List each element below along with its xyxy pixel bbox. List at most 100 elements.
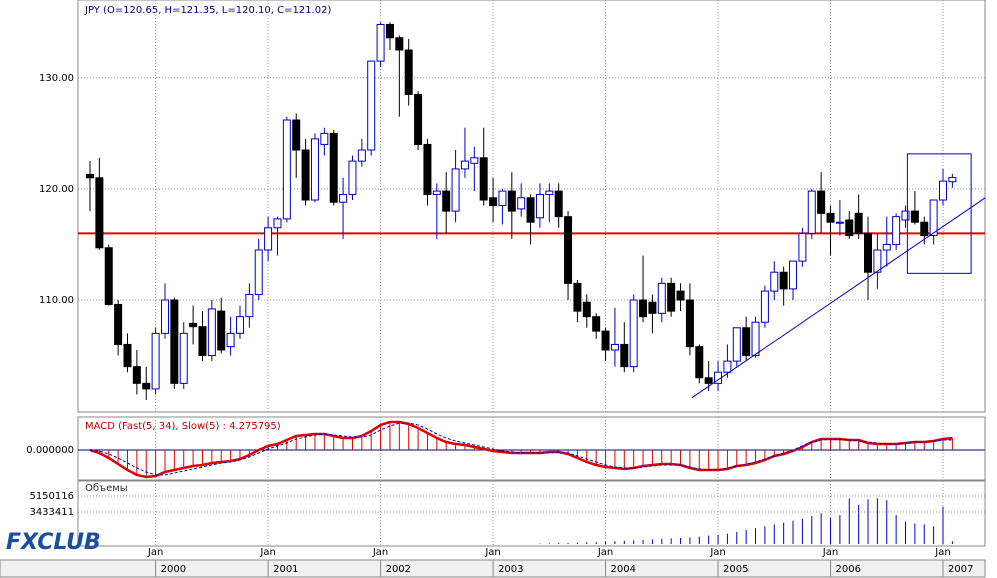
candle-body bbox=[789, 260, 798, 290]
candle-body bbox=[564, 216, 573, 284]
candle-body bbox=[151, 332, 160, 390]
candle-body bbox=[264, 227, 273, 251]
candle-body bbox=[479, 157, 488, 201]
candle-body bbox=[779, 271, 788, 290]
candle-body bbox=[526, 197, 535, 223]
candle-body bbox=[854, 212, 863, 234]
highlight-box bbox=[906, 153, 972, 274]
candle-body bbox=[695, 346, 704, 379]
y-tick-label: 110.00 bbox=[39, 295, 74, 306]
candle-body bbox=[320, 132, 329, 145]
year-label: 2006 bbox=[836, 564, 861, 575]
x-tick-label: Jan bbox=[259, 547, 275, 558]
candle-body bbox=[170, 299, 179, 384]
candle-body bbox=[770, 271, 779, 292]
year-row bbox=[0, 559, 986, 578]
candle-body bbox=[235, 316, 244, 334]
candle-body bbox=[817, 190, 826, 214]
candle-body bbox=[339, 193, 348, 203]
candle-body bbox=[301, 149, 310, 201]
candle-body bbox=[207, 308, 216, 357]
candle-body bbox=[217, 310, 226, 351]
candle-body bbox=[348, 160, 357, 195]
candle-body bbox=[357, 149, 366, 162]
year-label: 2002 bbox=[386, 564, 411, 575]
candle-body bbox=[723, 360, 732, 373]
x-tick-label: Jan bbox=[484, 547, 500, 558]
price-panel bbox=[77, 0, 986, 413]
candle-body bbox=[507, 190, 516, 212]
candle-body bbox=[414, 93, 423, 145]
y-tick-label: 5150116 bbox=[29, 491, 74, 502]
year-label: 2005 bbox=[723, 564, 748, 575]
candle-body bbox=[920, 221, 929, 237]
candle-body bbox=[760, 290, 769, 323]
candle-body bbox=[639, 299, 648, 318]
candle-body bbox=[254, 249, 263, 295]
volume-label: Объемы bbox=[85, 483, 128, 494]
y-tick-label: 130.00 bbox=[39, 73, 74, 84]
candle-body bbox=[592, 316, 601, 332]
candle-body bbox=[807, 190, 816, 234]
candle-body bbox=[376, 23, 385, 62]
candle-body bbox=[489, 197, 498, 207]
candle-body bbox=[939, 180, 948, 201]
candle-body bbox=[395, 37, 404, 51]
candle-body bbox=[432, 190, 441, 195]
candle-body bbox=[667, 282, 676, 312]
candle-body bbox=[189, 322, 198, 328]
macd-label: MACD (Fast(5, 34), Slow(5) : 4.275795) bbox=[85, 421, 281, 432]
candle-body bbox=[226, 332, 235, 348]
candle-body bbox=[742, 327, 751, 357]
candle-body bbox=[864, 232, 873, 273]
candle-body bbox=[751, 321, 760, 357]
candle-body bbox=[798, 232, 807, 262]
candle-body bbox=[85, 173, 94, 179]
chart-title: JPY (O=120.65, H=121.35, L=120.10, C=121… bbox=[84, 5, 331, 16]
candle-body bbox=[160, 299, 169, 334]
y-tick-label: 0.000000 bbox=[26, 445, 74, 456]
candle-body bbox=[404, 49, 413, 95]
candle-body bbox=[535, 193, 544, 219]
candle-body bbox=[685, 299, 694, 348]
candle-body bbox=[460, 160, 469, 170]
y-tick-label: 120.00 bbox=[39, 184, 74, 195]
year-label: 2000 bbox=[161, 564, 186, 575]
candle-body bbox=[948, 177, 957, 183]
candle-body bbox=[95, 177, 104, 249]
x-tick-label: Jan bbox=[147, 547, 163, 558]
x-tick-label: Jan bbox=[934, 547, 950, 558]
macd-panel bbox=[77, 416, 986, 481]
candle-body bbox=[273, 218, 282, 229]
candle-body bbox=[704, 377, 713, 384]
candle-body bbox=[423, 143, 432, 195]
candle-body bbox=[732, 327, 741, 362]
x-tick-label: Jan bbox=[709, 547, 725, 558]
candle-body bbox=[245, 293, 254, 318]
year-label: 2001 bbox=[273, 564, 298, 575]
macd-line bbox=[89, 420, 953, 479]
year-label: 2003 bbox=[498, 564, 523, 575]
candle-body bbox=[929, 199, 938, 237]
candle-body bbox=[601, 330, 610, 351]
x-tick-label: Jan bbox=[822, 547, 838, 558]
candle-body bbox=[292, 119, 301, 151]
candle-body bbox=[826, 212, 835, 223]
candle-body bbox=[142, 382, 151, 390]
candle-body bbox=[442, 190, 451, 212]
candle-body bbox=[901, 210, 910, 221]
candle-body bbox=[282, 119, 291, 220]
signal-line bbox=[89, 422, 953, 476]
candle-body bbox=[470, 157, 479, 164]
candle-body bbox=[676, 290, 685, 301]
volume-panel bbox=[77, 480, 986, 547]
candle-body bbox=[610, 343, 619, 351]
candle-body bbox=[845, 219, 854, 237]
candle-body bbox=[123, 343, 132, 368]
candle-body bbox=[648, 301, 657, 314]
candle-body bbox=[882, 243, 891, 251]
candle-body bbox=[451, 168, 460, 212]
candle-body bbox=[629, 299, 638, 368]
candle-body bbox=[582, 301, 591, 318]
